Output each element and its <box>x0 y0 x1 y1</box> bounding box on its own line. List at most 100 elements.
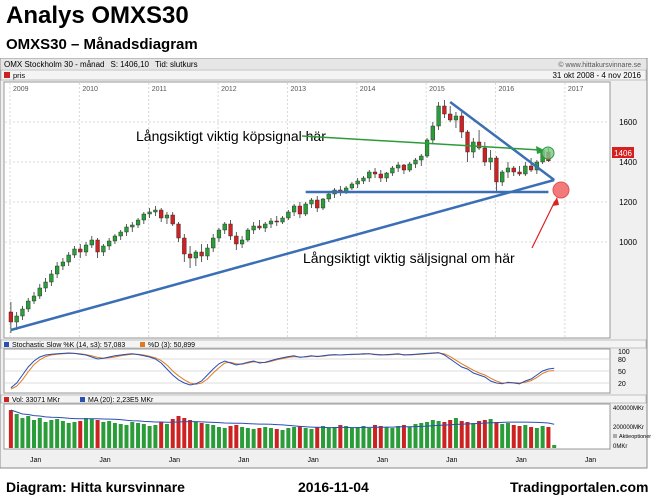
stock-chart: OMX Stockholm 30 - månad S: 1406,10 Tid: slu… <box>0 58 651 469</box>
volume-bar <box>419 423 424 448</box>
candle-up <box>55 265 60 275</box>
candle-up <box>367 171 372 179</box>
candle-down <box>517 171 522 175</box>
candle-up <box>66 254 71 263</box>
candle-up <box>430 125 435 141</box>
volume-swatch <box>4 397 9 402</box>
candle-up <box>413 159 418 165</box>
volume-bar <box>459 421 464 448</box>
volume-bar <box>523 425 528 448</box>
volume-bar <box>303 428 308 448</box>
volume-label: Vol: 33071 MKr <box>12 397 61 404</box>
volume-bar <box>153 425 158 448</box>
volume-bar <box>176 416 181 448</box>
volume-bar <box>118 424 123 448</box>
candle-up <box>396 164 401 169</box>
volume-bar <box>448 420 453 448</box>
candle-up <box>390 167 395 174</box>
candle-up <box>245 229 250 241</box>
volume-bar <box>309 429 314 448</box>
candle-up <box>118 231 123 237</box>
candle-down <box>8 311 13 323</box>
volume-bar <box>101 422 106 448</box>
volume-bar <box>552 445 557 448</box>
volume-bar <box>37 418 42 448</box>
volume-bar <box>55 419 60 448</box>
x-axis-month-label: Jan <box>169 457 180 464</box>
candle-down <box>442 105 447 115</box>
volume-bar <box>182 418 187 448</box>
footer-date: 2016-11-04 <box>298 479 369 495</box>
volume-bar <box>95 420 100 448</box>
x-axis-month-label: Jan <box>377 457 388 464</box>
year-label: 2013 <box>290 86 306 93</box>
price-tick-label: 1400 <box>619 158 637 167</box>
watermark: © www.hittakursvinnare.se <box>558 61 641 69</box>
candle-up <box>130 224 135 228</box>
candle-up <box>43 281 48 289</box>
volume-bar <box>453 418 458 448</box>
candle-up <box>407 163 412 171</box>
volume-bar <box>384 427 389 448</box>
candle-up <box>436 105 441 127</box>
candle-up <box>239 239 245 245</box>
candle-up <box>471 141 476 153</box>
candle-down <box>372 171 378 175</box>
candle-up <box>216 229 222 239</box>
year-label: 2017 <box>568 86 584 93</box>
volume-bar <box>534 428 539 448</box>
volume-bar <box>216 427 221 448</box>
volume-bar <box>112 423 117 448</box>
sell-signal-annotation: Långsiktigt viktig säljsignal om här <box>303 250 515 266</box>
volume-bar <box>529 427 534 448</box>
volume-bar <box>367 428 372 448</box>
x-axis-month-label: Jan <box>99 457 110 464</box>
candle-up <box>164 214 170 219</box>
stochastic-tick-label: 20 <box>618 381 626 388</box>
volume-bar <box>170 419 175 448</box>
volume-bar <box>205 424 210 448</box>
volume-bar <box>471 423 476 448</box>
volume-bar <box>43 422 48 448</box>
volume-bar <box>321 426 326 448</box>
x-axis-month-label: Jan <box>516 457 527 464</box>
volume-bar <box>442 422 447 448</box>
volume-bar <box>268 428 273 448</box>
volume-bar <box>245 428 250 448</box>
candle-up <box>268 220 274 225</box>
volume-bar <box>500 424 505 448</box>
candle-down <box>297 205 302 215</box>
year-label: 2011 <box>152 86 167 93</box>
last-price-value: 1406 <box>614 149 632 158</box>
volume-bar <box>20 418 25 448</box>
candle-up <box>292 205 297 213</box>
candle-up <box>326 193 331 200</box>
candle-up <box>205 247 210 257</box>
x-axis-month-label: Jan <box>238 457 249 464</box>
volume-bar <box>373 425 378 448</box>
stoch-d-label: %D (3): 50,899 <box>148 342 195 349</box>
volume-bar <box>326 428 331 448</box>
volume-bar <box>396 426 401 448</box>
volume-bar <box>107 421 112 448</box>
volume-bar <box>193 422 198 448</box>
volume-y-label: Aktieoptioner <box>619 434 651 440</box>
volume-bar <box>159 422 164 448</box>
candle-down <box>476 141 482 149</box>
volume-bar <box>66 423 71 448</box>
candle-up <box>280 217 285 223</box>
x-axis-month-label: Jan <box>585 457 596 464</box>
candle-down <box>199 251 204 257</box>
candle-down <box>315 199 320 209</box>
price-axis: 1000 1200 1400 1600 <box>619 118 637 247</box>
volume-bar <box>338 425 343 448</box>
price-grid <box>5 83 609 337</box>
volume-bar <box>26 416 31 448</box>
volume-bar <box>263 427 268 448</box>
candle-up <box>453 115 459 121</box>
candle-up <box>83 244 89 253</box>
candle-up <box>37 287 42 297</box>
candle-up <box>14 315 19 323</box>
candle-up <box>361 177 366 182</box>
candle-up <box>89 239 94 246</box>
